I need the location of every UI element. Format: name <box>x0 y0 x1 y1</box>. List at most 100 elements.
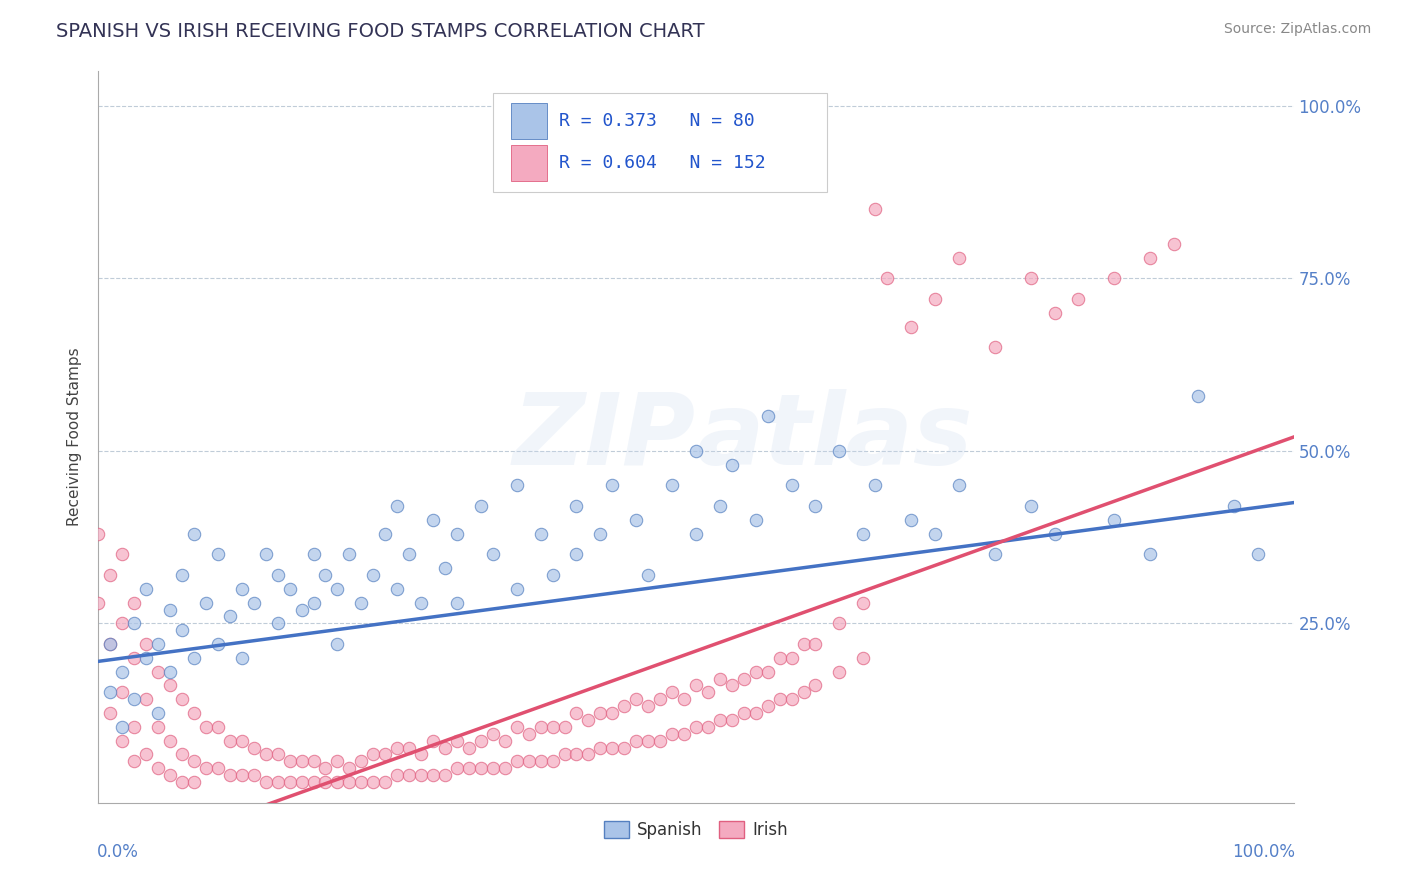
Point <box>685 526 707 541</box>
Point <box>374 747 396 762</box>
Point <box>481 548 505 562</box>
Point <box>326 582 349 596</box>
Point <box>865 478 887 492</box>
Point <box>398 548 420 562</box>
Point <box>1019 271 1042 285</box>
Point <box>900 319 922 334</box>
Point <box>148 720 170 734</box>
Point <box>278 755 301 769</box>
Point <box>315 568 337 582</box>
Point <box>111 616 134 631</box>
Point <box>494 761 516 775</box>
Point <box>98 637 122 651</box>
Point <box>339 548 361 562</box>
Point <box>124 755 146 769</box>
Point <box>470 733 492 747</box>
Point <box>661 727 683 741</box>
Point <box>159 665 181 679</box>
Point <box>745 665 768 679</box>
Point <box>422 733 444 747</box>
Point <box>709 499 731 513</box>
Point <box>278 582 301 596</box>
Point <box>135 637 157 651</box>
Point <box>517 755 540 769</box>
Point <box>745 513 768 527</box>
Point <box>613 740 636 755</box>
Text: Source: ZipAtlas.com: Source: ZipAtlas.com <box>1223 22 1371 37</box>
Text: SPANISH VS IRISH RECEIVING FOOD STAMPS CORRELATION CHART: SPANISH VS IRISH RECEIVING FOOD STAMPS C… <box>56 22 704 41</box>
Point <box>602 740 624 755</box>
Point <box>852 526 875 541</box>
Legend: Spanish, Irish: Spanish, Irish <box>598 814 794 846</box>
Point <box>302 775 325 789</box>
Point <box>124 692 146 706</box>
Point <box>697 685 720 699</box>
Point <box>172 775 194 789</box>
Point <box>578 713 600 727</box>
Point <box>626 692 648 706</box>
Point <box>98 637 122 651</box>
Point <box>865 202 887 217</box>
Point <box>243 596 266 610</box>
Point <box>530 720 553 734</box>
Point <box>350 755 373 769</box>
Point <box>685 720 707 734</box>
FancyBboxPatch shape <box>510 103 547 139</box>
Point <box>589 526 612 541</box>
Point <box>494 733 516 747</box>
Point <box>446 733 468 747</box>
Point <box>267 775 290 789</box>
Point <box>87 596 110 610</box>
Point <box>648 692 672 706</box>
Point <box>385 768 409 782</box>
Point <box>302 548 325 562</box>
Point <box>302 755 325 769</box>
Point <box>481 761 505 775</box>
Point <box>183 775 205 789</box>
Text: R = 0.604   N = 152: R = 0.604 N = 152 <box>558 153 765 172</box>
Point <box>385 499 409 513</box>
Point <box>111 548 134 562</box>
Point <box>124 616 146 631</box>
Point <box>326 637 349 651</box>
Point <box>733 672 755 686</box>
Point <box>924 526 946 541</box>
Point <box>339 775 361 789</box>
Point <box>219 609 242 624</box>
Point <box>709 713 731 727</box>
Point <box>470 761 492 775</box>
Point <box>602 478 624 492</box>
Point <box>589 740 612 755</box>
Point <box>98 685 122 699</box>
Point <box>673 727 696 741</box>
Point <box>183 755 205 769</box>
Point <box>291 755 314 769</box>
Point <box>243 740 266 755</box>
Point <box>565 548 588 562</box>
Point <box>1104 513 1126 527</box>
Point <box>780 478 803 492</box>
Point <box>254 548 277 562</box>
Point <box>804 637 827 651</box>
Text: ZIP: ZIP <box>513 389 696 485</box>
Point <box>626 733 648 747</box>
Point <box>148 706 170 720</box>
Point <box>398 768 420 782</box>
Point <box>363 775 385 789</box>
Point <box>207 761 229 775</box>
Point <box>1104 271 1126 285</box>
Point <box>517 727 540 741</box>
Point <box>98 568 122 582</box>
Point <box>1163 236 1185 251</box>
Point <box>411 768 433 782</box>
Point <box>1247 548 1270 562</box>
Point <box>385 740 409 755</box>
Point <box>195 596 218 610</box>
Point <box>446 761 468 775</box>
Point <box>1223 499 1246 513</box>
Point <box>648 733 672 747</box>
Point <box>111 665 134 679</box>
Point <box>434 561 457 575</box>
Point <box>278 775 301 789</box>
Point <box>434 740 457 755</box>
